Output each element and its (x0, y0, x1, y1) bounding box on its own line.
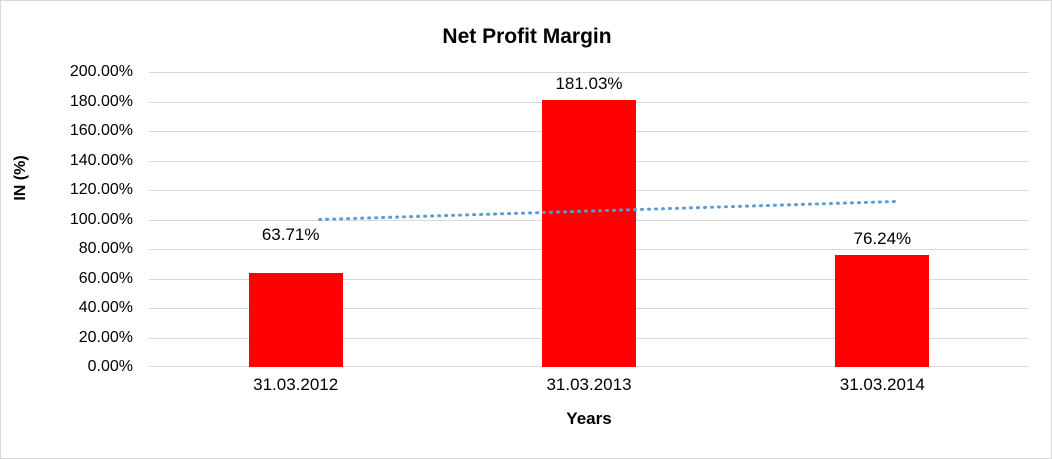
plot-area (149, 72, 1029, 367)
y-tick-label: 60.00% (78, 269, 133, 287)
y-tick-label: 0.00% (87, 358, 133, 375)
y-tick-label: 80.00% (78, 240, 133, 257)
y-tick-label: 100.00% (69, 210, 133, 228)
y-tick-label: 180.00% (69, 92, 133, 110)
data-label: 76.24% (853, 228, 912, 248)
chart-title: Net Profit Margin (442, 25, 612, 48)
bar[interactable] (835, 254, 930, 367)
y-tick-label: 140.00% (69, 151, 133, 169)
y-axis-tick-labels: 200.00% 180.00% 160.00% 140.00% 120.00% … (1, 63, 141, 375)
x-tick-label: 31.03.2014 (839, 375, 925, 394)
y-tick-label: 40.00% (78, 299, 133, 316)
x-axis-tick-labels: 31.03.2012 31.03.2013 31.03.2014 (149, 375, 1029, 403)
data-label: 181.03% (555, 73, 623, 93)
x-tick-label: 31.03.2012 (253, 375, 339, 394)
data-label: 63.71% (261, 224, 320, 244)
bar[interactable] (542, 99, 636, 367)
y-tick-label: 20.00% (78, 328, 133, 346)
x-axis-title: Years (566, 409, 612, 428)
y-tick-label: 120.00% (69, 181, 133, 198)
y-tick-label: 160.00% (69, 122, 133, 139)
gridline (149, 72, 1029, 73)
bar[interactable] (248, 273, 343, 367)
y-tick-label: 200.00% (69, 63, 133, 80)
x-tick-label: 31.03.2013 (546, 375, 632, 394)
